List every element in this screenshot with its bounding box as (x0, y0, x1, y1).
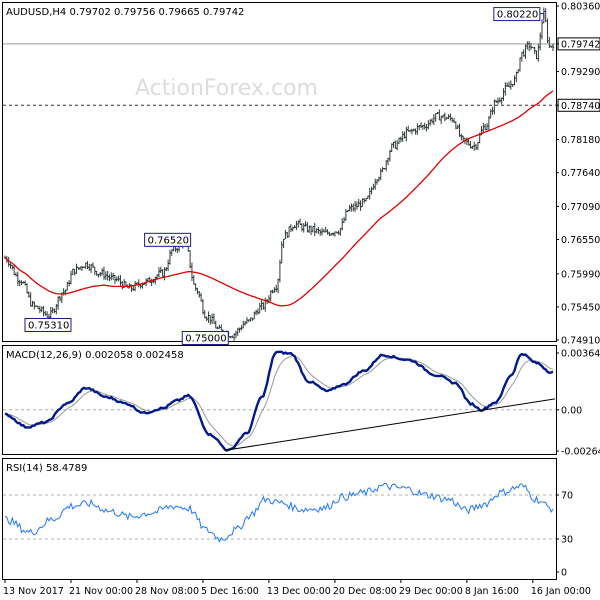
macd-axis-label: 0.00364 (561, 349, 600, 360)
rsi-plot (3, 482, 556, 544)
price-axis-label: 0.75990 (561, 269, 600, 280)
rsi-title: RSI(14) 58.4789 (6, 463, 87, 474)
macd-trendline (224, 398, 556, 451)
price-annotation-box (181, 330, 229, 345)
price-axis-label: 0.78740 (561, 101, 600, 112)
time-axis-label: 8 Jan 16:00 (465, 586, 519, 597)
time-axis-label: 21 Nov 00:00 (69, 586, 133, 597)
rsi-axis-label: 70 (561, 491, 573, 502)
price-axis-label: 0.79290 (561, 67, 600, 78)
macd-panel-frame (2, 345, 557, 455)
macd-axis-label: -0.002644 (561, 447, 600, 458)
price-plot: 0.80220 0.76520 0.75310 0.75000 (3, 7, 556, 345)
time-axis-label: 28 Nov 08:00 (135, 586, 199, 597)
rsi-panel-frame (2, 458, 557, 580)
moving-average-line (4, 90, 554, 307)
price-annotation-box (144, 232, 192, 247)
price-axis-label: 0.76550 (561, 235, 600, 246)
watermark: ActionForex.com (135, 76, 318, 101)
price-axis-label: 0.74910 (561, 336, 600, 347)
time-axis-label: 5 Dec 16:00 (201, 586, 259, 597)
price-annotation-label: 0.76520 (148, 235, 189, 246)
price-panel-frame (2, 2, 557, 342)
time-axis-label: 13 Dec 00:00 (267, 586, 331, 597)
price-axis-label: 0.75450 (561, 302, 600, 313)
price-axis-label: 0.79742 (561, 39, 600, 50)
price-annotation-label: 0.75310 (28, 320, 69, 331)
price-annotation-label: 0.75000 (185, 333, 226, 344)
macd-axis-label: 0.00 (561, 405, 582, 416)
price-annotation-label: 0.80220 (497, 10, 538, 21)
time-axis-label: 29 Dec 00:00 (399, 586, 463, 597)
time-axis-label: 20 Dec 08:00 (333, 586, 397, 597)
time-axis-label: 13 Nov 2017 (3, 586, 64, 597)
price-axis-label: 0.80360 (561, 2, 600, 13)
rsi-line (4, 482, 554, 544)
price-axis-label: 0.78180 (561, 135, 600, 146)
price-annotation-box (24, 317, 72, 332)
price-axis-label: 0.77090 (561, 202, 600, 213)
price-axis-label: 0.77640 (561, 168, 600, 179)
macd-line (4, 350, 554, 452)
macd-plot (3, 350, 556, 452)
time-axis-label: 16 Jan 00:00 (531, 586, 591, 597)
price-title: AUDUSD,H4 0.79702 0.79756 0.79665 0.7974… (6, 7, 244, 18)
rsi-axis-label: 0 (561, 568, 567, 579)
axes: 0.80360 0.79742 0.79290 0.78740 0.78180 0.776… (3, 2, 600, 597)
macd-title: MACD(12,26,9) 0.002058 0.002458 (6, 350, 184, 361)
rsi-axis-label: 30 (561, 535, 573, 546)
